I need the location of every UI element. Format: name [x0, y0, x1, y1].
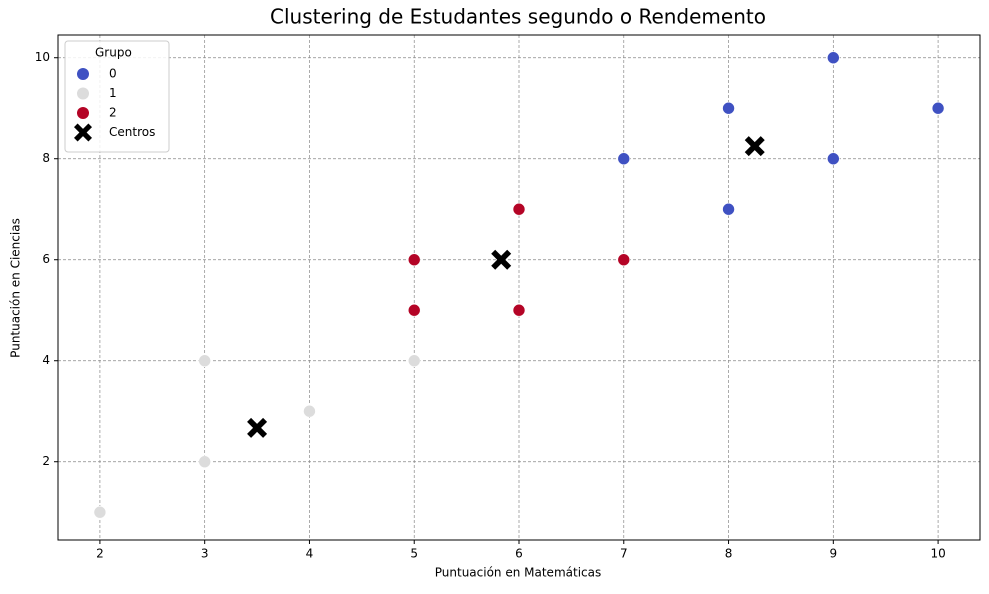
plot-frame: [57, 34, 981, 541]
centroid: [247, 417, 268, 438]
chart-title: Clustering de Estudantes segundo o Rende…: [270, 5, 766, 29]
centroid: [491, 249, 512, 270]
legend-label: 1: [109, 86, 117, 100]
legend-label: Centros: [109, 125, 155, 139]
x-tick-label: 5: [410, 547, 418, 561]
x-tick-label: 10: [930, 547, 945, 561]
point: [512, 303, 526, 317]
point: [407, 354, 421, 368]
legend-title: Grupo: [95, 46, 132, 60]
legend-label: 2: [109, 106, 117, 120]
point: [722, 202, 735, 216]
legend: Grupo 0 1 2 Centros: [64, 40, 170, 153]
y-tick-label: 6: [42, 252, 50, 266]
x-tick-label: 3: [201, 547, 209, 561]
point: [722, 101, 735, 115]
x-tick-label: 6: [515, 547, 523, 561]
point: [512, 202, 526, 216]
x-tick-label: 4: [306, 547, 314, 561]
point: [931, 101, 945, 115]
legend-marker: [77, 87, 89, 100]
legend-marker: [74, 123, 92, 142]
centroid: [744, 136, 765, 157]
point: [93, 505, 107, 519]
x-axis-label: Puntuación en Matemáticas: [435, 566, 601, 580]
point: [617, 152, 631, 166]
legend-marker: [77, 107, 89, 119]
x-tick-label: 2: [96, 547, 104, 561]
legend-box: [64, 40, 170, 153]
x-tick-label: 7: [620, 547, 628, 561]
legend-label: 0: [109, 67, 117, 81]
y-tick-label: 10: [35, 50, 50, 64]
y-tick-label: 4: [42, 353, 50, 367]
point: [407, 303, 421, 317]
y-tick-label: 8: [42, 151, 50, 165]
legend-marker: [77, 68, 89, 80]
x-tick-label: 8: [725, 547, 733, 561]
point: [303, 404, 316, 418]
y-axis-label: Puntuación en Ciencias: [9, 218, 23, 358]
point: [198, 354, 211, 368]
point: [198, 455, 211, 469]
point: [407, 253, 421, 267]
point: [617, 253, 631, 267]
point: [827, 51, 840, 65]
y-tick-label: 2: [42, 454, 50, 468]
point: [827, 152, 840, 166]
x-tick-label: 9: [829, 547, 837, 561]
